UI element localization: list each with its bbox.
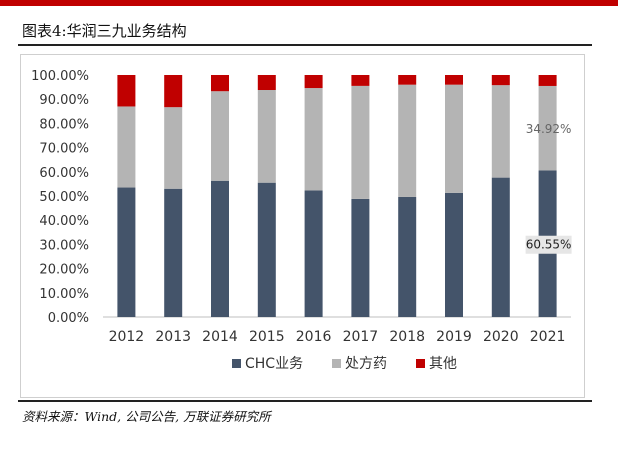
data-label-bg [525,235,572,254]
legend-label: 其他 [429,356,457,372]
bar-segment [351,85,370,199]
bar-segment [257,75,276,91]
x-tick-label: 2012 [109,329,145,345]
y-tick-label: 100.00% [31,69,89,84]
bar-segment [491,75,510,86]
top-accent-rule [0,0,618,6]
bar-segment [445,75,463,85]
source-divider [18,400,592,402]
x-tick-label: 2017 [343,329,379,345]
x-tick-label: 2019 [436,329,472,345]
bar-segment [538,75,557,86]
bar-segment [445,84,463,193]
y-tick-label: 20.00% [39,263,89,278]
bar-segment [445,192,463,317]
y-tick-label: 70.00% [39,142,89,157]
y-tick-label: 30.00% [39,238,89,253]
y-tick-label: 40.00% [39,214,89,229]
x-tick-label: 2014 [202,329,238,345]
bar-segment [211,91,229,181]
bar-segment [398,196,417,317]
stacked-bar-chart: 0.00% 10.00% 20.00% 30.00% 40.00% 50.00% 60.00… [31,69,572,372]
bar-segment [211,180,229,317]
y-tick-label: 0.00% [48,311,89,326]
x-tick-label: 2015 [249,329,285,345]
y-tick-label: 80.00% [39,117,89,132]
bar-segment [304,75,323,89]
x-tick-label: 2018 [389,329,425,345]
bar-segment [211,75,229,92]
bar-segment [538,85,557,171]
legend-swatch [232,359,241,368]
legend-swatch [416,359,425,368]
bar-segment [304,190,323,317]
source-note: 资料来源：Wind, 公司公告, 万联证券研究所 [22,409,271,424]
bar-segment [257,182,276,317]
bar-segment [117,106,136,188]
data-label: 60.55% [526,238,572,252]
y-tick-label: 50.00% [39,190,89,205]
legend-swatch [332,359,341,368]
bar-segment [491,177,510,317]
bar-segment [351,75,370,86]
bar-segment [257,90,276,183]
y-tick-label: 10.00% [39,287,89,302]
bar-segment [304,88,323,191]
bar-segment [164,188,183,317]
bar-segment [398,84,417,197]
bar-segment [164,107,183,189]
y-tick-label: 90.00% [39,93,89,108]
y-tick-label: 60.00% [39,166,89,181]
chart-title: 图表4:华润三九业务结构 [22,22,187,40]
bar-segment [164,75,183,108]
legend-label: 处方药 [345,356,387,372]
bar-segment [491,85,510,178]
chart-area: 0.00% 10.00% 20.00% 30.00% 40.00% 50.00% 60.00… [20,54,585,398]
bar-segment [117,187,136,317]
x-tick-label: 2021 [530,329,566,345]
bar-segment [351,198,370,317]
x-tick-label: 2016 [296,329,332,345]
title-divider [18,44,592,46]
x-tick-label: 2020 [483,329,519,345]
x-tick-label: 2013 [155,329,191,345]
data-label: 34.92% [526,122,572,136]
bar-segment [117,75,136,107]
legend-label: CHC业务 [245,356,303,372]
bar-segment [398,75,417,85]
